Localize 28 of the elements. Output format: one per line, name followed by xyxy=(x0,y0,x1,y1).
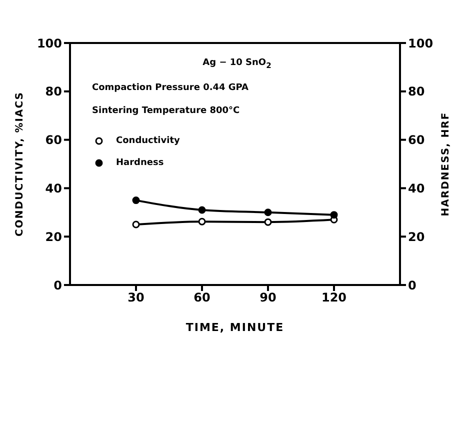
y2-tick-label: 0 xyxy=(408,278,416,292)
x-tick-label: 30 xyxy=(128,290,144,305)
y-tick-label: 100 xyxy=(36,36,62,50)
x-tick-label: 60 xyxy=(194,290,210,305)
y2-tick-label: 100 xyxy=(408,36,434,50)
x-axis-title: TIME, MINUTE xyxy=(184,321,286,334)
y2-tick-label: 80 xyxy=(408,84,425,99)
y2-tick-label: 20 xyxy=(408,230,425,244)
y-tick-label: 40 xyxy=(45,181,62,196)
y-tick-label: 0 xyxy=(54,278,62,292)
y2-axis-title: HARDNESS, HRF xyxy=(440,111,452,216)
point xyxy=(132,196,140,204)
annotation: Ag − 10 SnO$_{2}$ xyxy=(202,58,272,70)
point xyxy=(198,206,206,214)
point xyxy=(330,211,338,219)
annotation: Compaction Pressure 0.44 GPA xyxy=(92,82,249,93)
x-tick-label: 90 xyxy=(260,290,276,305)
y-tick-label: 60 xyxy=(45,133,62,148)
y-axis-title: CONDUCTIVITY, %IACS xyxy=(14,91,26,236)
y2-tick-label: 40 xyxy=(408,181,425,196)
annotation: Sintering Temperature 800°C xyxy=(92,106,240,116)
y-tick-label: 20 xyxy=(45,230,62,244)
x-tick-label: 120 xyxy=(321,290,347,305)
point xyxy=(264,208,272,216)
legend-label: Hardness xyxy=(116,158,164,168)
y-tick-label: 80 xyxy=(45,84,62,99)
y2-tick-label: 60 xyxy=(408,133,425,148)
legend-label: Conductivity xyxy=(116,136,180,146)
